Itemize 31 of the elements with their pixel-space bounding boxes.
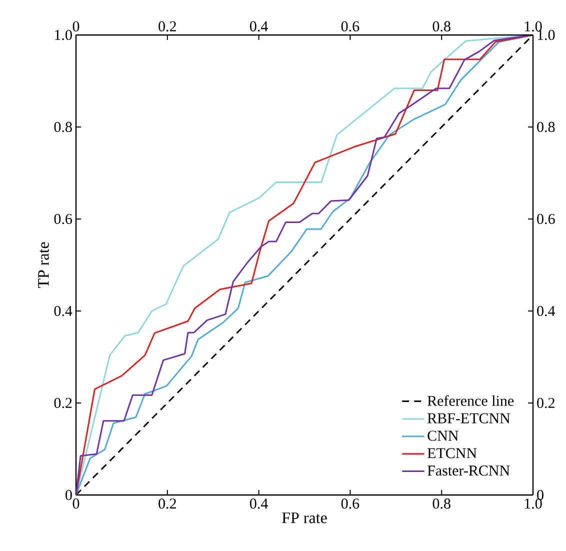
y2-tick-label: 0.2 [537, 398, 554, 408]
y2-tick-label: 0.6 [537, 214, 555, 224]
y-tick-label: 0.2 [54, 398, 72, 408]
legend-label: Reference line [428, 395, 514, 406]
x-tick-label: 0.2 [158, 498, 176, 509]
x-axis-title: FP rate [282, 512, 327, 524]
y-tick-label: 0.6 [54, 214, 72, 224]
y-tick-label: 0.8 [54, 122, 72, 132]
legend-label: ETCNN [428, 448, 477, 458]
y-axis-title: TP rate [38, 242, 49, 288]
x2-tick-label: 0.8 [432, 21, 450, 32]
y-tick-label: 0 [66, 490, 72, 500]
y2-tick-label: 0.8 [537, 122, 555, 132]
y-tick-label: 0.4 [54, 306, 72, 316]
y2-tick-label: 0.4 [537, 306, 556, 316]
legend-label: Faster-RCNN [428, 466, 510, 476]
x2-tick-label: 0.6 [341, 21, 360, 32]
x2-tick-label: 0 [72, 21, 80, 32]
y2-tick-label: 0 [537, 490, 544, 500]
x-tick-label: 0.4 [250, 498, 268, 509]
x2-tick-label: 1.0 [524, 21, 542, 32]
x-tick-label: 0.8 [432, 498, 450, 509]
x2-tick-label: 0.2 [158, 21, 176, 32]
x-tick-label: 1.0 [524, 498, 542, 509]
y-tick-label: 1.0 [55, 30, 72, 40]
x-tick-label: 0.6 [341, 498, 360, 509]
legend-label: RBF-ETCNN [428, 413, 510, 424]
legend-label: CNN [428, 430, 458, 441]
x-tick-label: 0 [72, 498, 80, 509]
y2-tick-label: 1.0 [538, 30, 555, 40]
x2-tick-label: 0.4 [250, 21, 268, 32]
